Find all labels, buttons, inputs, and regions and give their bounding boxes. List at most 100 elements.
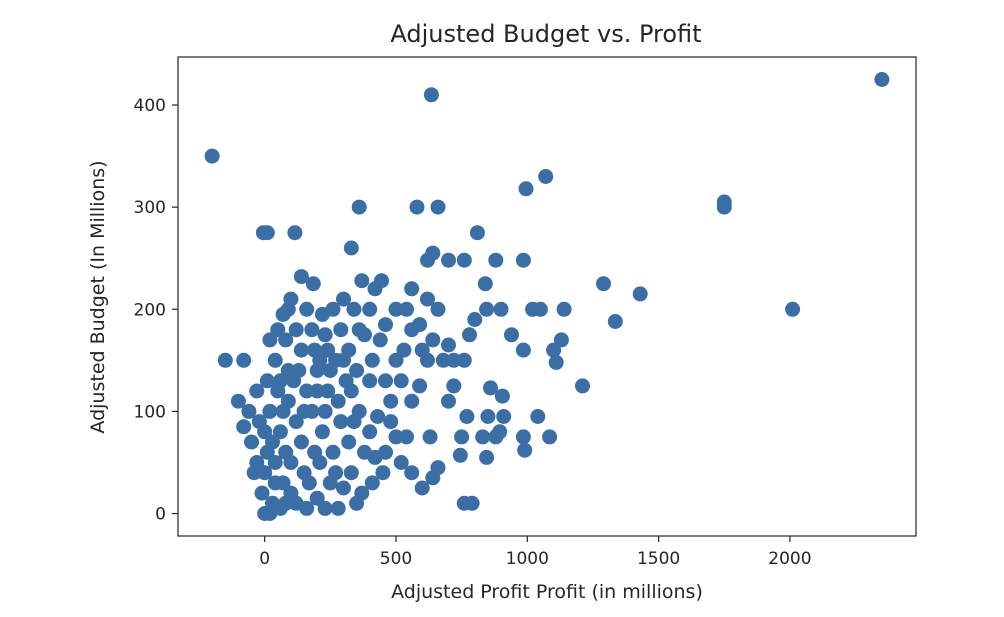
data-point <box>288 322 304 338</box>
data-point <box>452 447 468 463</box>
data-point <box>441 393 456 409</box>
data-point <box>388 301 404 317</box>
data-point <box>272 373 288 389</box>
data-point <box>346 301 362 317</box>
data-point <box>362 373 378 389</box>
data-point <box>467 312 483 327</box>
data-point <box>515 429 531 445</box>
data-point <box>364 475 380 491</box>
data-point <box>259 373 275 389</box>
data-point <box>404 281 420 297</box>
data-point <box>304 322 320 338</box>
data-point <box>320 342 336 358</box>
data-point <box>388 352 404 368</box>
data-point <box>241 403 257 419</box>
data-point <box>378 317 393 333</box>
data-point <box>349 363 365 378</box>
data-point <box>409 199 425 215</box>
data-point <box>293 269 309 285</box>
data-point <box>330 393 346 409</box>
data-point <box>375 465 391 481</box>
data-point <box>314 306 330 322</box>
data-point <box>492 424 508 440</box>
data-point <box>265 495 280 511</box>
data-point <box>275 475 291 491</box>
data-point <box>317 500 333 516</box>
data-point <box>464 495 480 511</box>
data-point <box>309 490 325 506</box>
data-point <box>249 383 265 399</box>
chart-title: Adjusted Budget vs. Profit <box>390 20 701 48</box>
data-point <box>305 276 321 292</box>
data-point <box>317 403 333 419</box>
data-point <box>254 485 270 501</box>
data-point <box>404 465 420 481</box>
data-point <box>479 301 495 317</box>
data-point <box>441 337 456 353</box>
data-point <box>607 314 623 329</box>
data-point <box>259 225 275 241</box>
data-point <box>480 409 496 424</box>
data-point <box>280 393 296 409</box>
data-point <box>343 240 359 256</box>
data-point <box>515 342 531 358</box>
data-point <box>462 327 477 343</box>
data-point <box>291 363 307 378</box>
data-point <box>293 342 309 358</box>
data-point <box>317 327 333 343</box>
data-point <box>456 252 472 268</box>
data-point <box>475 429 491 445</box>
data-point <box>575 378 590 394</box>
data-point <box>330 500 346 516</box>
data-point <box>378 373 393 389</box>
data-point <box>515 252 531 268</box>
data-point <box>338 373 354 389</box>
data-point <box>420 291 435 307</box>
x-axis-label: Adjusted Profit Profit (in millions) <box>391 581 703 603</box>
data-point <box>414 342 430 358</box>
data-point <box>546 342 562 358</box>
data-point <box>423 87 439 103</box>
data-point <box>393 455 409 470</box>
data-point <box>299 500 315 516</box>
data-point <box>296 403 312 419</box>
data-point <box>548 354 564 370</box>
data-point <box>469 225 485 241</box>
data-point <box>399 301 414 317</box>
data-point <box>293 434 309 450</box>
data-point <box>341 342 357 358</box>
data-point <box>343 465 359 481</box>
data-point <box>333 322 349 338</box>
data-point <box>362 424 378 440</box>
data-point <box>364 352 380 368</box>
data-point <box>288 414 304 430</box>
data-point <box>328 465 344 481</box>
data-point <box>357 444 372 460</box>
data-point <box>217 352 233 368</box>
data-point <box>538 169 554 184</box>
data-point <box>383 414 399 430</box>
data-point <box>496 409 512 424</box>
data-point <box>322 363 338 378</box>
y-tick-label: 0 <box>155 505 166 525</box>
y-axis-label: Adjusted Budget (In Millions) <box>87 160 109 433</box>
data-point <box>542 429 558 445</box>
data-point <box>494 388 510 404</box>
data-point <box>299 301 315 317</box>
data-point <box>320 383 336 399</box>
data-point <box>257 424 273 440</box>
data-point <box>262 332 278 348</box>
data-point <box>483 380 498 396</box>
data-point <box>246 465 262 481</box>
data-point <box>283 455 299 470</box>
data-point <box>430 301 446 317</box>
data-point <box>287 225 303 241</box>
data-point <box>312 455 328 470</box>
data-point <box>259 444 275 460</box>
data-point <box>349 495 365 511</box>
data-point <box>425 332 441 348</box>
y-axis: 0 100 200 300 400 <box>134 96 178 525</box>
data-point <box>346 414 362 430</box>
data-point <box>435 352 451 368</box>
